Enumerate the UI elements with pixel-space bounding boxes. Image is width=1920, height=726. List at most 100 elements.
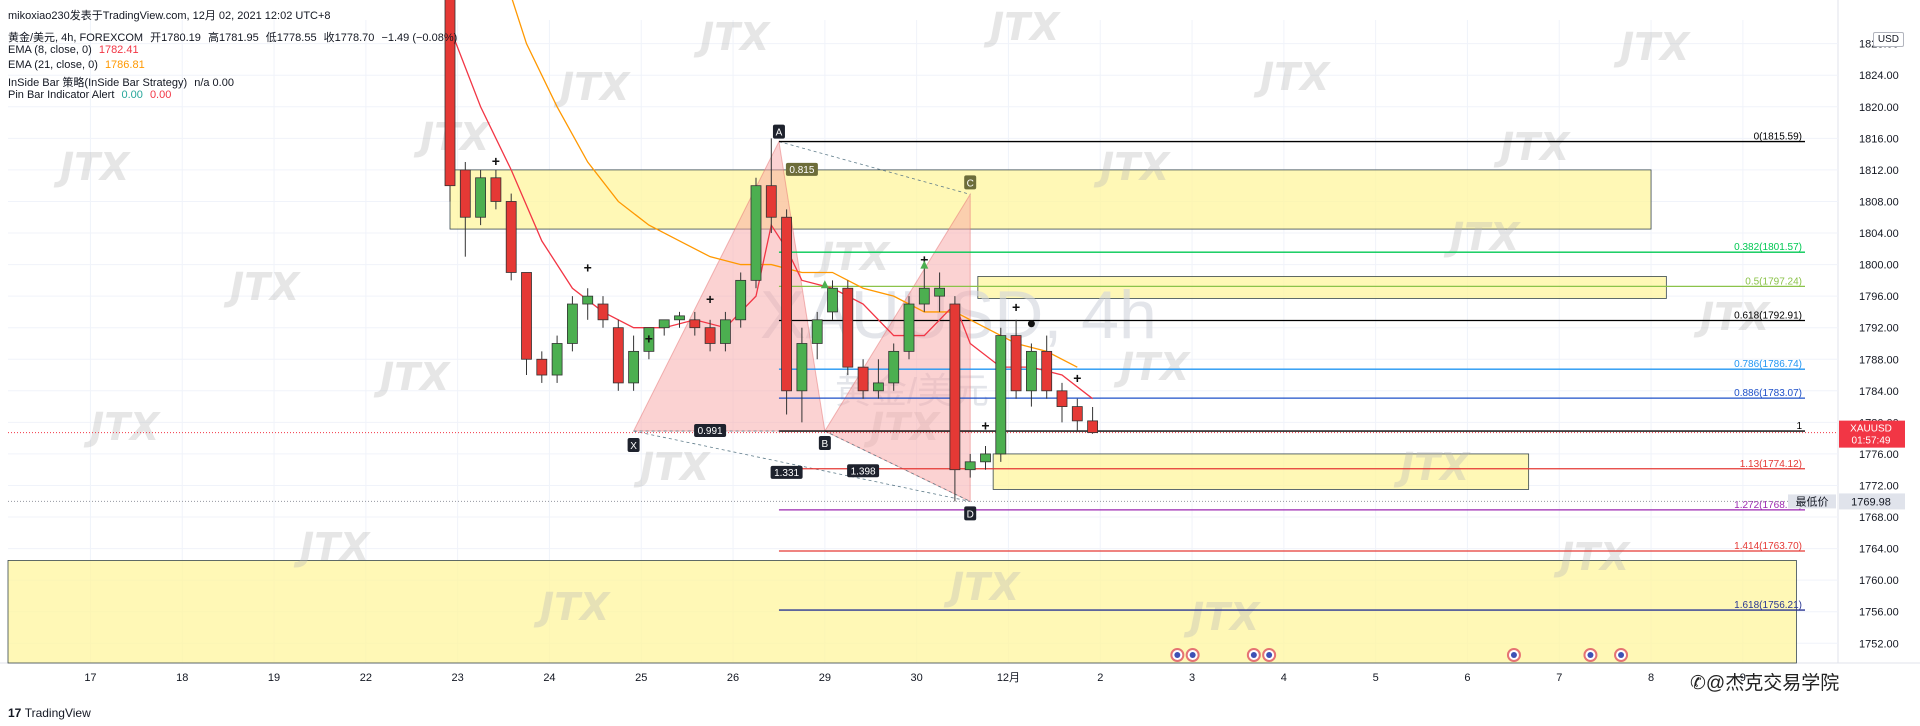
- fib-level-label-3: 0.618(1792.91): [1734, 311, 1802, 322]
- zone-box-3: [7, 560, 1797, 664]
- jtx-watermark-10: JTX: [1093, 145, 1171, 189]
- pin-bar-marker-6: +: [1012, 299, 1020, 315]
- y-tick-1792: 1792.00: [1859, 323, 1899, 335]
- ema21-label: EMA (21, close, 0): [8, 59, 98, 71]
- candle-body: [811, 319, 823, 344]
- x-tick-7: 7: [1556, 672, 1562, 684]
- price-tag-timer: 01:57:49: [1852, 436, 1891, 447]
- ema21-value: 1786.81: [104, 59, 145, 71]
- x-tick-26: 26: [727, 672, 739, 684]
- jtx-watermark-2: JTX: [83, 405, 161, 449]
- candle-body: [521, 272, 532, 360]
- ema8-legend[interactable]: EMA (8, close, 0) 1782.41: [8, 44, 143, 56]
- jtx-watermark-5: JTX: [373, 355, 451, 399]
- weibo-icon: ✆: [1690, 673, 1706, 694]
- fib-level-label-6: 1: [1796, 421, 1802, 432]
- pattern-point-b-box: [818, 436, 831, 451]
- ratio-label-bd: 1.398: [851, 466, 876, 477]
- symbol-name: 黄金/美元, 4h, FOREXCOM: [8, 32, 144, 44]
- candle-body: [628, 350, 639, 384]
- candle-body: [918, 287, 930, 305]
- fib-level-label-5: 0.886(1783.07): [1734, 388, 1802, 399]
- candle-body: [720, 319, 731, 344]
- symbol-legend[interactable]: 黄金/美元, 4h, FOREXCOM 开1780.19 高1781.95 低1…: [8, 32, 458, 44]
- pin-bar-marker-3: +: [706, 291, 714, 307]
- low-label-box: [1788, 494, 1836, 509]
- y-tick-1804: 1804.00: [1859, 228, 1899, 240]
- currency-label[interactable]: USD: [1872, 32, 1904, 47]
- x-tick-24: 24: [543, 672, 555, 684]
- low-price-box: [1839, 493, 1905, 510]
- ema8-line: [449, 27, 1093, 400]
- pinbar-legend[interactable]: Pin Bar Indicator Alert 0.00 0.00: [8, 89, 175, 101]
- candle-body: [934, 287, 945, 297]
- candle-body: [750, 185, 762, 281]
- x-tick-17: 17: [84, 672, 96, 684]
- candle-body: [995, 335, 1007, 455]
- x-tick-18: 18: [176, 672, 188, 684]
- jtx-watermark-7: JTX: [813, 235, 891, 279]
- pattern-point-c: C: [967, 178, 974, 189]
- y-tick-1752: 1752.00: [1859, 638, 1899, 650]
- price-tag-value: 1778.70: [1853, 429, 1890, 440]
- candle-body: [857, 366, 869, 392]
- ema8-value: 1782.41: [98, 44, 139, 56]
- candle-body: [765, 185, 777, 218]
- inside-bar-marker-1: [920, 260, 929, 269]
- jtx-watermark-23: JTX: [1493, 125, 1571, 169]
- jtx-watermark-11: JTX: [1253, 55, 1331, 99]
- event-flag-center-3: [1266, 652, 1273, 658]
- pin-bar-marker-5: +: [981, 417, 989, 433]
- candle-body: [735, 279, 747, 321]
- pinbar-value-2: 0.00: [149, 89, 172, 101]
- y-tick-1756: 1756.00: [1859, 607, 1899, 619]
- jtx-watermark-18: JTX: [943, 565, 1021, 609]
- ema21-legend[interactable]: EMA (21, close, 0) 1786.81: [8, 59, 149, 71]
- pattern-point-d-box: [964, 506, 977, 521]
- fib-level-label-9: 1.414(1763.70): [1734, 541, 1802, 552]
- pattern-point-x-box: [627, 438, 640, 453]
- pattern-point-x: X: [630, 441, 637, 452]
- jtx-watermark-1: JTX: [223, 265, 301, 309]
- jtx-watermark-14: JTX: [1393, 445, 1471, 489]
- insidebar-label: InSide Bar 策略(InSide Bar Strategy): [8, 77, 188, 89]
- price-tag-box: [1839, 420, 1905, 448]
- jtx-watermark-19: JTX: [1183, 595, 1261, 639]
- ratio-label-xd: 1.331: [774, 468, 799, 479]
- candle-body: [1010, 335, 1022, 392]
- pattern-point-a-box: [772, 124, 785, 139]
- tradingview-logo[interactable]: 17 TradingView: [8, 706, 91, 720]
- candle-body: [1041, 350, 1053, 392]
- pin-bar-marker-1: +: [584, 259, 592, 275]
- jtx-watermark-0: JTX: [53, 145, 131, 189]
- candle-body: [536, 358, 548, 376]
- y-tick-1768: 1768.00: [1859, 512, 1899, 524]
- candle-body: [475, 177, 487, 218]
- insidebar-legend[interactable]: InSide Bar 策略(InSide Bar Strategy) n/a 0…: [8, 74, 238, 90]
- x-tick-5: 5: [1373, 672, 1379, 684]
- jtx-watermark-8: JTX: [983, 5, 1061, 49]
- event-flag-center-1: [1189, 652, 1196, 658]
- y-tick-1776: 1776.00: [1859, 449, 1899, 461]
- zone-box-2: [992, 453, 1530, 490]
- fib-level-label-8: 1.272(1768.91): [1734, 500, 1802, 511]
- pattern-point-c-box: [964, 175, 977, 190]
- candle-body: [459, 169, 471, 218]
- x-tick-6: 6: [1464, 672, 1470, 684]
- ohlc-close: 1778.70: [334, 32, 375, 44]
- y-tick-1816: 1816.00: [1859, 133, 1899, 145]
- ema8-label: EMA (8, close, 0): [8, 44, 92, 56]
- x-tick-23: 23: [452, 672, 464, 684]
- jtx-watermark-6: JTX: [693, 15, 771, 59]
- candle-body: [964, 461, 976, 471]
- jtx-watermark-20: JTX: [1553, 535, 1631, 579]
- signal-dot: [1027, 320, 1035, 328]
- ratio-label-bd-box: [847, 464, 880, 478]
- ohlc-open: 1780.19: [161, 32, 201, 44]
- x-tick-19: 19: [268, 672, 280, 684]
- ratio-label-xd-box: [770, 465, 803, 479]
- candle-body: [658, 319, 670, 329]
- x-tick-29: 29: [819, 672, 831, 684]
- low-price-value: 1769.98: [1851, 496, 1891, 508]
